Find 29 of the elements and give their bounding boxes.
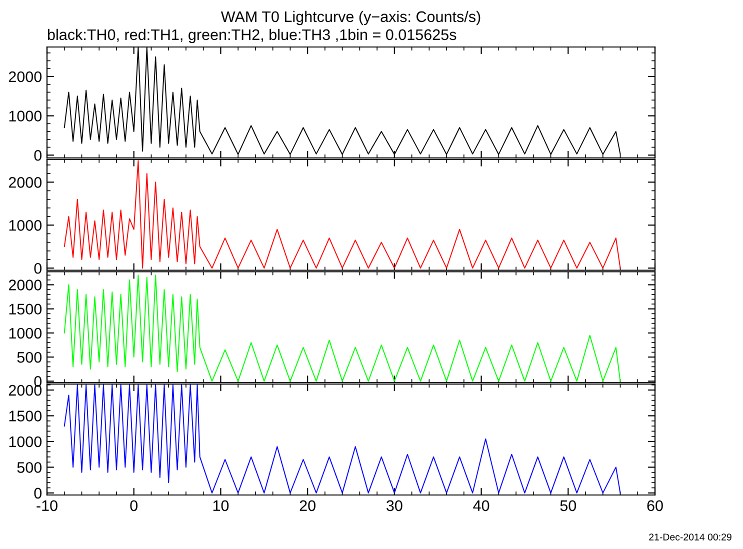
y-tick-label: 2000 — [8, 71, 42, 82]
chart-title: WAM T0 Lightcurve (y−axis: Counts/s) — [220, 10, 480, 26]
x-tick-label: 40 — [473, 500, 490, 512]
line-series — [64, 384, 621, 494]
y-tick-label: 1500 — [9, 304, 42, 315]
y-tick-label: 0 — [34, 488, 42, 499]
x-tick-label: 50 — [560, 500, 576, 512]
x-tick-label: 60 — [647, 500, 663, 512]
y-tick-label: 1500 — [9, 410, 42, 422]
text: 21-Dec-2014 00:29 — [649, 534, 732, 540]
x-tick-label: 10 — [213, 500, 229, 512]
y-tick-label: 1000 — [9, 220, 42, 231]
y-tick-label: 1000 — [9, 436, 42, 448]
line-series — [64, 160, 621, 269]
y-tick-label: 1000 — [9, 328, 42, 339]
y-tick-label: 2000 — [8, 280, 42, 290]
y-tick-label: 500 — [17, 352, 42, 363]
y-tick-label: 500 — [17, 462, 42, 473]
x-tick-label: -10 — [36, 500, 58, 512]
chart-subtitle: black:TH0, red:TH1, green:TH2, blue:TH3 ,1bin = 0.015625s — [48, 28, 456, 44]
line-series — [64, 274, 621, 382]
y-tick-label: 0 — [34, 150, 42, 161]
y-tick-label: 2000 — [8, 177, 42, 188]
x-tick-label: 20 — [300, 500, 316, 512]
y-tick-label: 1000 — [9, 110, 42, 122]
y-tick-label: 2000 — [8, 384, 42, 396]
y-tick-label: 0 — [34, 262, 42, 274]
x-tick-label: 0 — [130, 500, 138, 512]
x-tick-label: 30 — [386, 500, 402, 512]
